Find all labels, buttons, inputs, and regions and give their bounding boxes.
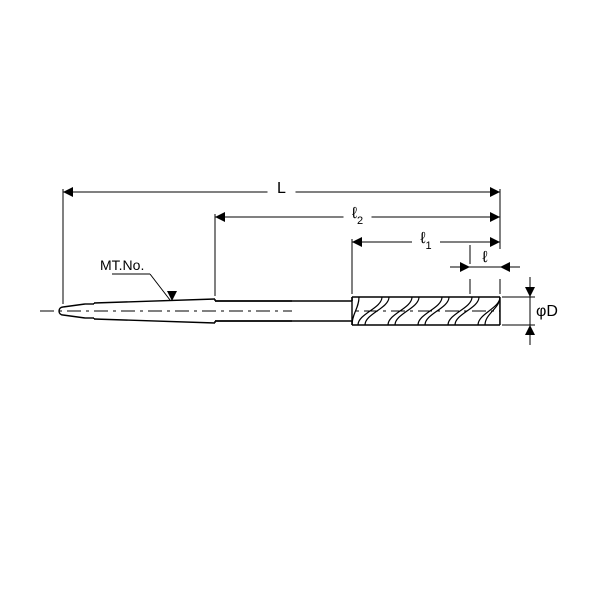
dim-l: ℓ [482,249,487,266]
mt-no-label: MT.No. [100,257,144,273]
dim-L: L [277,180,286,197]
reamer-technical-drawing: MT.No.Lℓ2ℓ1ℓℓφD [0,0,600,600]
dim-D: φD [536,303,558,320]
